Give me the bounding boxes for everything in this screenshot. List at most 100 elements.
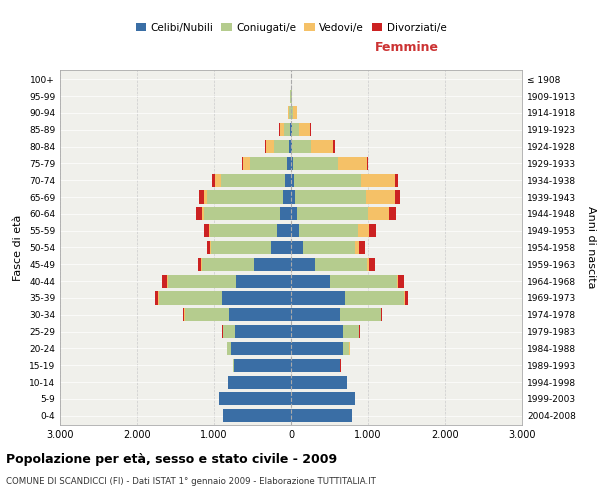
Bar xyxy=(291,409,352,422)
Bar xyxy=(291,224,299,237)
Bar xyxy=(271,241,291,254)
Bar xyxy=(196,208,202,220)
Bar xyxy=(250,157,287,170)
Bar xyxy=(291,208,297,220)
Bar xyxy=(236,274,291,287)
Bar xyxy=(291,274,330,287)
Bar xyxy=(221,174,285,187)
Bar xyxy=(287,157,291,170)
Bar xyxy=(202,258,254,271)
Bar xyxy=(291,157,293,170)
Bar xyxy=(367,157,368,170)
Bar xyxy=(310,123,311,136)
Bar xyxy=(291,174,295,187)
Bar xyxy=(183,308,184,322)
Bar xyxy=(283,190,291,203)
Bar xyxy=(404,292,405,304)
Bar xyxy=(297,208,368,220)
Bar xyxy=(203,190,207,203)
Bar xyxy=(291,292,345,304)
Bar xyxy=(291,190,295,203)
Bar xyxy=(292,140,311,153)
Bar xyxy=(155,292,158,304)
Bar xyxy=(405,292,408,304)
Bar xyxy=(158,292,222,304)
Bar xyxy=(292,123,299,136)
Bar xyxy=(370,258,375,271)
Bar xyxy=(359,325,360,338)
Bar xyxy=(299,123,310,136)
Bar xyxy=(233,358,234,372)
Bar xyxy=(293,106,297,120)
Bar xyxy=(295,190,366,203)
Bar xyxy=(343,325,359,338)
Bar xyxy=(359,241,365,254)
Bar xyxy=(291,308,340,322)
Bar xyxy=(280,208,291,220)
Legend: Celibi/Nubili, Coniugati/e, Vedovi/e, Divorziati/e: Celibi/Nubili, Coniugati/e, Vedovi/e, Di… xyxy=(131,18,451,36)
Bar xyxy=(199,190,203,203)
Bar xyxy=(284,123,290,136)
Y-axis label: Fasce di età: Fasce di età xyxy=(13,214,23,280)
Bar xyxy=(211,241,271,254)
Text: Popolazione per età, sesso e stato civile - 2009: Popolazione per età, sesso e stato civil… xyxy=(6,452,337,466)
Bar xyxy=(222,325,223,338)
Bar xyxy=(223,325,235,338)
Bar xyxy=(215,174,221,187)
Bar xyxy=(291,358,340,372)
Bar xyxy=(369,224,376,237)
Bar xyxy=(202,208,204,220)
Bar xyxy=(367,258,370,271)
Bar xyxy=(204,208,280,220)
Bar xyxy=(389,208,397,220)
Bar xyxy=(303,241,355,254)
Bar xyxy=(228,376,291,388)
Bar xyxy=(254,258,291,271)
Bar xyxy=(397,274,398,287)
Bar xyxy=(315,258,367,271)
Bar xyxy=(229,308,291,322)
Bar xyxy=(197,258,201,271)
Bar xyxy=(290,123,291,136)
Bar xyxy=(291,258,315,271)
Bar xyxy=(395,174,398,187)
Bar xyxy=(212,174,215,187)
Bar xyxy=(366,190,395,203)
Text: Femmine: Femmine xyxy=(374,41,439,54)
Bar xyxy=(222,292,291,304)
Bar xyxy=(277,224,291,237)
Bar xyxy=(361,174,395,187)
Bar xyxy=(242,157,243,170)
Bar xyxy=(266,140,274,153)
Bar xyxy=(291,241,303,254)
Bar xyxy=(291,392,355,406)
Bar xyxy=(355,241,359,254)
Bar xyxy=(234,358,291,372)
Y-axis label: Anni di nascita: Anni di nascita xyxy=(586,206,596,289)
Bar xyxy=(291,342,343,355)
Bar xyxy=(291,325,343,338)
Text: COMUNE DI SCANDICCI (FI) - Dati ISTAT 1° gennaio 2009 - Elaborazione TUTTITALIA.: COMUNE DI SCANDICCI (FI) - Dati ISTAT 1°… xyxy=(6,477,376,486)
Bar xyxy=(289,106,290,120)
Bar xyxy=(289,140,291,153)
Bar xyxy=(398,274,404,287)
Bar xyxy=(338,157,367,170)
Bar xyxy=(208,241,211,254)
Bar xyxy=(285,174,291,187)
Bar xyxy=(291,376,347,388)
Bar xyxy=(287,106,289,120)
Bar xyxy=(265,140,266,153)
Bar xyxy=(227,342,231,355)
Bar xyxy=(293,157,338,170)
Bar xyxy=(358,224,369,237)
Bar xyxy=(395,190,400,203)
Bar xyxy=(163,274,167,287)
Bar xyxy=(333,140,335,153)
Bar xyxy=(231,342,291,355)
Bar xyxy=(343,342,349,355)
Bar xyxy=(280,123,284,136)
Bar xyxy=(292,106,293,120)
Bar xyxy=(243,157,250,170)
Bar xyxy=(299,224,358,237)
Bar xyxy=(311,140,333,153)
